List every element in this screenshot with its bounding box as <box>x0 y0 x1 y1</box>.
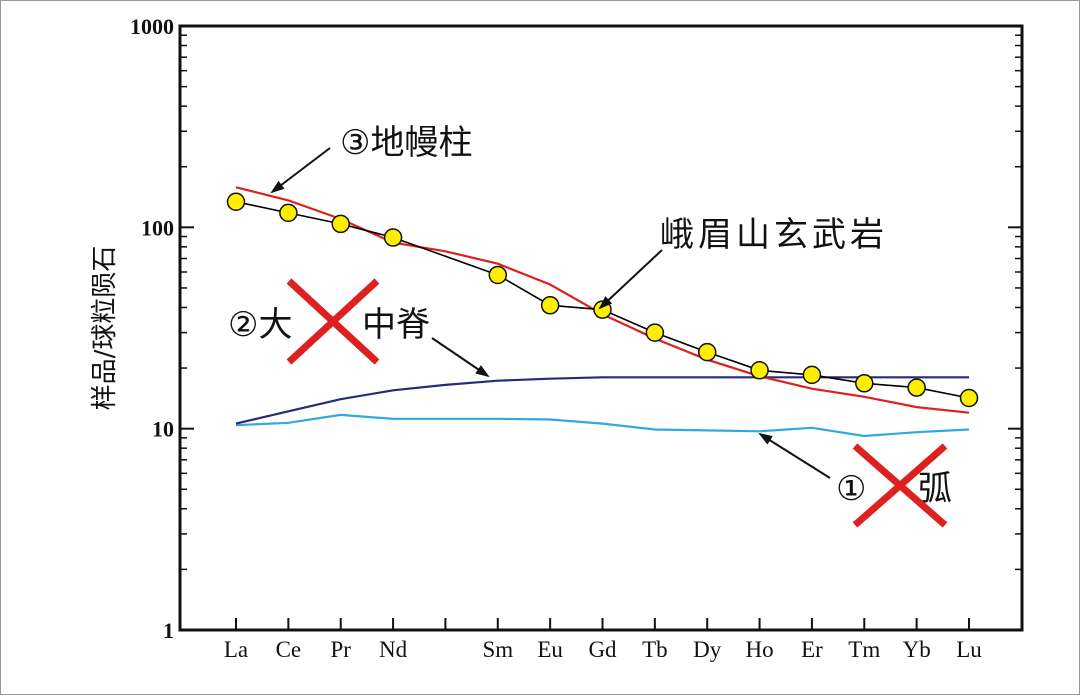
data-point <box>540 296 560 315</box>
x-tick-label: Er <box>801 637 823 662</box>
arrow-island-arc <box>758 432 831 479</box>
series-line-2 <box>235 376 969 425</box>
data-point <box>383 228 403 247</box>
label-island-arc-a: ① <box>836 469 866 509</box>
data-point <box>645 323 665 342</box>
x-tick-label: Pr <box>330 637 351 662</box>
cross-mor <box>286 278 380 365</box>
y-tick-label: 1000 <box>130 14 174 39</box>
arrow-emeishan-basalt <box>598 249 663 310</box>
label-mor-a: ②大 <box>228 305 292 345</box>
y-tick-label: 10 <box>152 417 174 442</box>
plot-area <box>178 24 1024 632</box>
series-line-3 <box>235 413 970 438</box>
data-point <box>697 342 717 362</box>
x-tick-label: Sm <box>482 637 513 662</box>
label-emeishan-basalt: 峨眉山玄武岩 <box>660 215 888 255</box>
y-axis-ticks: 1 10 100 1000 <box>130 14 1022 643</box>
x-tick-label: Gd <box>588 637 617 662</box>
x-tick-label: Ho <box>746 637 774 662</box>
y-tick-label: 100 <box>141 215 174 240</box>
label-mor-b: 中脊 <box>362 305 430 345</box>
x-tick-label: Yb <box>903 637 931 662</box>
data-point <box>750 361 769 380</box>
data-point <box>279 203 298 223</box>
data-point <box>593 300 612 319</box>
y-axis-label: 样品/球粒陨石 <box>90 246 120 411</box>
data-point <box>488 265 508 285</box>
x-axis-ticks: La Ce Pr Nd Sm Eu Gd Tb Dy Ho Er Tm Yb Lu <box>224 618 982 662</box>
label-mantle-plume: ③地幔柱 <box>340 123 472 163</box>
arrow-mantle-plume <box>270 147 331 194</box>
x-tick-label: Tm <box>848 637 880 662</box>
x-tick-label: Ce <box>276 637 302 662</box>
data-point <box>331 214 350 234</box>
x-tick-label: La <box>224 637 248 662</box>
data-point <box>855 374 874 393</box>
x-tick-label: Lu <box>956 637 982 662</box>
x-tick-label: Eu <box>537 637 563 662</box>
series-layer <box>226 186 979 438</box>
cross-island-arc <box>852 443 948 528</box>
y-tick-label: 1 <box>163 618 174 643</box>
arrow-mor <box>431 337 490 378</box>
data-point <box>959 388 979 408</box>
x-tick-label: Tb <box>642 637 668 662</box>
data-point <box>907 378 926 397</box>
x-tick-label: Dy <box>693 637 722 662</box>
data-point <box>802 365 822 385</box>
x-tick-label: Nd <box>379 637 408 662</box>
data-point <box>226 192 246 211</box>
